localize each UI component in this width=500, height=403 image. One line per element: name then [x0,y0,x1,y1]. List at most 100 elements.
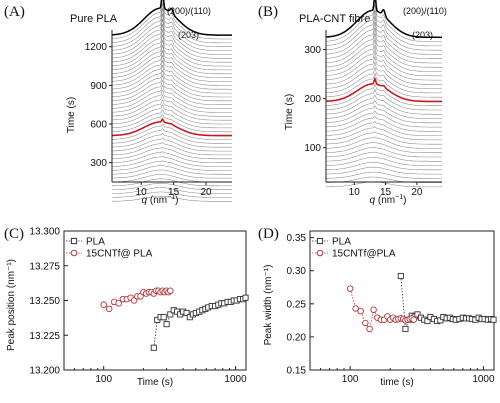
y-tick-label: 900 [90,81,107,92]
y-tick-label: 0.15 [287,366,307,377]
data-point-circle [105,305,113,313]
waterfall-curve [325,33,442,68]
waterfall-curve [112,24,232,63]
waterfall-curve [326,156,442,166]
waterfall-curve [325,61,442,89]
waterfall-curve [112,178,232,187]
waterfall-top-curve [112,0,233,36]
waterfall-curve [111,44,232,78]
waterfall-curve [112,191,232,198]
panel-b-peak-label-203: (203) [412,30,433,40]
data-point-circle [357,307,364,315]
waterfall-curve [325,151,442,162]
plot-frame [309,230,495,371]
data-point-square [397,272,404,280]
waterfall-curve [326,22,442,59]
panel-b-title: PLA-CNT fibre [299,13,370,25]
y-tick-label: 600 [90,120,107,131]
waterfall-curve [111,196,232,202]
waterfall-curve [112,69,232,98]
waterfall-curve [325,39,442,72]
legend-label: 15CNTf@ PLA [86,249,153,260]
panel-b-axes: 10 15 20 100 200 300 [304,30,442,198]
waterfall-curve [112,89,232,113]
waterfall-curve [326,115,442,132]
waterfall-curve [112,34,232,71]
waterfall-curve [112,55,232,86]
data-point-square [402,325,409,333]
waterfall-curve [112,187,232,194]
waterfall-curve [326,10,442,51]
waterfall-top-curve [326,0,442,39]
waterfall-curve [112,137,232,152]
y-tick-label: 0.35 [287,233,307,244]
x-tick-label: 15 [380,187,392,198]
data-point-circle [100,301,107,308]
panel-a-y-axis-label: Time (s) [66,97,77,133]
waterfall-curve [112,182,232,190]
panel-c-letter: (C) [4,226,24,242]
x-tick-label: 1000 [224,374,247,385]
y-tick-label: 300 [304,45,321,56]
data-point-circle [362,319,369,327]
waterfall-curve [326,72,442,98]
panel-b-letter: (B) [258,4,278,20]
panel-c-plot: 13.200 13.225 13.250 13.275 13.300 100 1000 PLA… [29,227,249,385]
waterfall-curve [325,176,442,183]
legend-label: PLA [86,237,105,248]
panel-a-title: Pure PLA [70,13,118,25]
waterfall-curve [112,94,232,117]
x-tick-label: 20 [411,187,423,198]
data-point-circle [366,325,373,333]
x-tick-label: 15 [168,187,180,198]
waterfall-curve [112,104,232,125]
waterfall-curve [112,156,232,167]
waterfall-curve [112,74,232,102]
panel-c-x-axis-label: Time (s) [137,377,173,388]
waterfall-curve [326,99,442,119]
y-tick-label: 13.275 [29,261,60,272]
data-point-circle [352,305,359,312]
data-point-circle [167,287,174,295]
x-tick-label: 10 [136,187,148,198]
y-tick-label: 200 [304,94,321,105]
waterfall-curve [111,29,232,67]
x-tick-label: 100 [342,374,359,385]
panel-a-x-axis-label: q (nm−1) [142,194,179,206]
y-tick-label: 13.250 [29,296,60,307]
legend-marker-circle [70,249,78,257]
waterfall-curve [326,181,442,188]
data-point-square [150,344,157,351]
panel-a-letter: (A) [4,4,25,20]
y-tick-label: 0.20 [287,332,307,343]
waterfall-curve [325,94,442,115]
legend-marker-square [70,237,78,245]
x-tick-label: 20 [200,187,212,198]
waterfall-curve [325,0,442,42]
waterfall-curve [326,16,442,55]
waterfall-curve [326,55,442,85]
y-tick-label: 300 [90,158,107,169]
y-tick-label: 13.225 [29,331,60,342]
data-point-square [242,294,249,301]
x-tick-label: 100 [95,374,112,385]
waterfall-curve [112,18,232,59]
waterfall-curve [325,4,442,47]
waterfall-curve [111,64,232,94]
waterfall-curve [111,84,232,109]
waterfall-curve [111,99,232,121]
waterfall-curve [326,126,442,141]
waterfall-curve [111,13,232,55]
waterfall-curve [112,160,232,171]
waterfall-curve [326,171,442,179]
panel-b-waterfall-curves [325,0,442,188]
data-point-square [490,316,497,323]
waterfall-curve [112,123,232,140]
panel-a-axes: 10 15 20 300 600 900 1200 [85,30,232,198]
panel-c: (C) 13.200 13.225 13.250 13.275 13.300 100 100… [4,226,249,388]
data-point-circle [410,316,417,323]
waterfall-curve [112,59,232,90]
panel-a-waterfall-curves [111,0,233,202]
panel-b: (B) PLA-CNT fibre (200)/(110) (203) 10 15… [258,0,447,206]
